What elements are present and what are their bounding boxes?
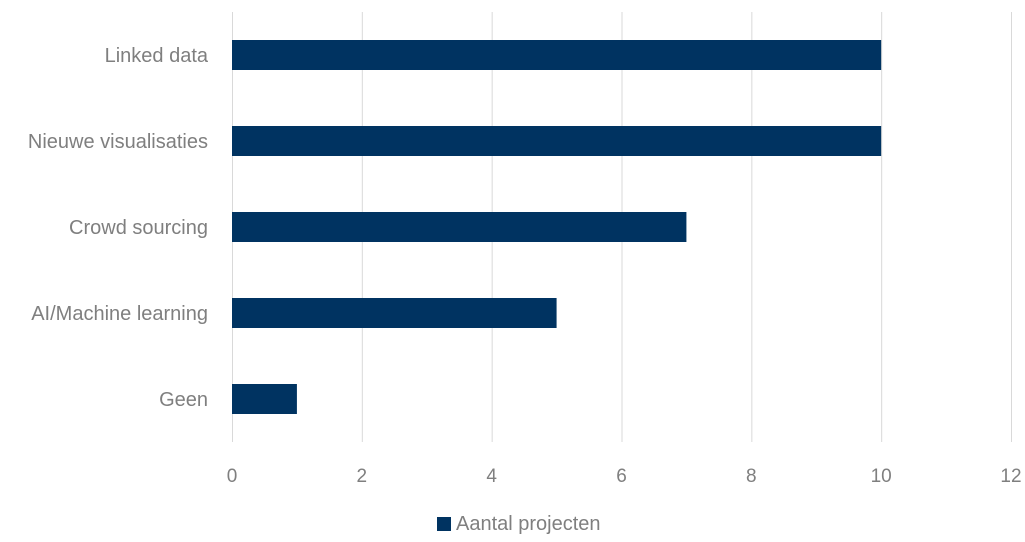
bar xyxy=(232,40,882,70)
category-labels: Linked data Nieuwe visualisaties Crowd sou… xyxy=(28,45,209,411)
category-label: Crowd sourcing xyxy=(69,217,208,239)
category-label: Nieuwe visualisaties xyxy=(28,131,208,153)
x-tick-label: 0 xyxy=(227,466,238,487)
bar xyxy=(232,212,687,242)
x-tick-label: 4 xyxy=(486,466,497,487)
x-tick-label: 2 xyxy=(357,466,368,487)
category-label: Geen xyxy=(159,389,208,411)
legend-label: Aantal projecten xyxy=(456,513,601,535)
bars xyxy=(232,40,882,414)
bar xyxy=(232,298,557,328)
category-label: Linked data xyxy=(105,45,209,67)
x-tick-label: 10 xyxy=(871,466,892,487)
bar xyxy=(232,384,297,414)
x-axis-tick-labels: 0 2 4 6 8 10 12 xyxy=(227,466,1022,487)
bar xyxy=(232,126,882,156)
x-tick-label: 12 xyxy=(1000,466,1021,487)
x-tick-label: 8 xyxy=(746,466,757,487)
legend: Aantal projecten xyxy=(437,513,601,535)
category-label: AI/Machine learning xyxy=(31,303,208,325)
legend-swatch xyxy=(437,517,451,531)
x-tick-label: 6 xyxy=(616,466,627,487)
